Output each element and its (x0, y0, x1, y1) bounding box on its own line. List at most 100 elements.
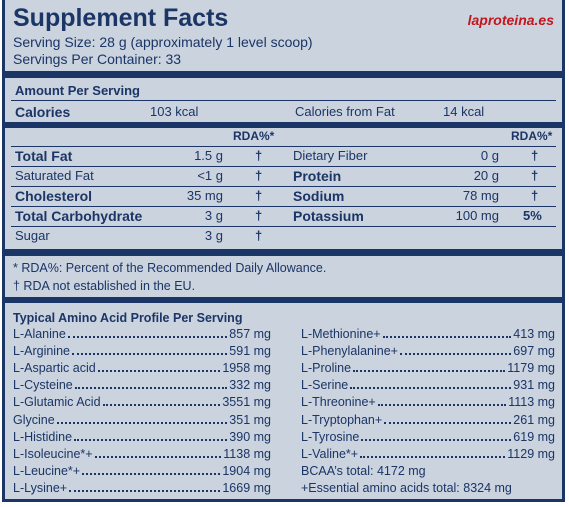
amino-row: L-Methionine+ 413 mg (301, 326, 555, 342)
nutrient-amount: 100 mg (455, 208, 499, 223)
amino-name: L-Phenylalanine+ (301, 344, 398, 359)
amino-name: L-Methionine+ (301, 327, 381, 341)
calories-fat-label: Calories from Fat (295, 104, 395, 119)
amino-value: 413 mg (513, 327, 555, 341)
calories-fat-value: 14 kcal (443, 104, 485, 119)
rule (11, 166, 556, 167)
leader (350, 377, 512, 390)
amino-row: L-Leucine*+ 1904 mg (13, 463, 271, 479)
divider (5, 249, 562, 256)
amino-row: L-Valine*+ 1129 mg (301, 446, 555, 462)
amino-name: L-Isoleucine*+ (13, 446, 93, 461)
amino-name: L-Serine (301, 378, 349, 393)
amino-value: 857 mg (229, 327, 271, 341)
amino-row: L-Lysine+ 1669 mg (13, 480, 271, 496)
amino-value: 261 mg (513, 412, 555, 427)
nutrient-rda: † (531, 188, 539, 203)
amino-value: 1129 mg (507, 446, 555, 461)
serving-size: Serving Size: 28 g (approximately 1 leve… (13, 34, 313, 50)
nutrient-amount: 3 g (204, 208, 223, 223)
divider (5, 122, 562, 128)
nutrient-label: Potassium (293, 208, 364, 224)
label: Supplement Facts laproteina.es Serving S… (2, 0, 565, 502)
nutrient-label: Total Fat (15, 148, 73, 164)
amino-row: L-Tyrosine 619 mg (301, 429, 555, 445)
amino-name: L-Histidine (13, 429, 73, 444)
amino-value: 697 mg (513, 344, 555, 359)
amino-name: L-Leucine*+ (13, 463, 81, 478)
nutrient-amount: 0 g (480, 148, 499, 163)
nutrient-rda: † (255, 188, 263, 203)
amino-row: L-Isoleucine*+ 1138 mg (13, 446, 271, 462)
amino-name: L-Lysine+ (13, 480, 68, 495)
divider (5, 297, 562, 303)
rda-header: RDA%* (511, 129, 553, 143)
leader (82, 463, 221, 475)
amino-name: L-Threonine+ (301, 395, 376, 410)
leader (382, 326, 512, 338)
rule (11, 206, 556, 207)
amino-name: L-Valine*+ (301, 446, 359, 461)
amount-header: Amount Per Serving (15, 83, 140, 98)
amino-value: 390 mg (229, 429, 271, 444)
amino-name: L-Tryptophan+ (301, 412, 383, 427)
amino-value: 1669 mg (222, 480, 271, 495)
amino-row: L-Aspartic acid 1958 mg (13, 360, 271, 376)
nutrient-amount: 78 mg (462, 188, 499, 203)
divider (5, 71, 562, 78)
nutrient-amount: <1 g (197, 168, 223, 183)
amino-value: 3551 mg (222, 395, 271, 410)
nutrient-rda: † (531, 168, 539, 183)
amino-row: L-Threonine+ 1113 mg (301, 394, 555, 410)
amino-row: L-Phenylalanine+ 697 mg (301, 343, 555, 359)
amino-row: Glycine 351 mg (13, 412, 271, 428)
amino-title: Typical Amino Acid Profile Per Serving (13, 311, 243, 325)
amino-name: L-Aspartic acid (13, 361, 96, 376)
nutrient-label: Total Carbohydrate (15, 208, 143, 224)
amino-name: L-Glutamic Acid (13, 395, 101, 410)
nutrient-rda: † (255, 228, 263, 243)
nutrient-rda: † (531, 148, 539, 163)
amino-name: L-Arginine (13, 344, 70, 359)
leader (97, 360, 221, 373)
amino-row: L-Serine 931 mg (301, 377, 555, 393)
amino-total: BCAA’s total: 4172 mg (301, 463, 426, 478)
nutrient-amount: 1.5 g (194, 148, 223, 163)
nutrient-rda: 5% (523, 208, 542, 223)
logo: laproteina.es (467, 12, 554, 28)
nutrient-label: Sugar (15, 228, 50, 243)
nutrient-amount: 3 g (204, 228, 223, 243)
amino-row: L-Alanine 857 mg (13, 326, 271, 342)
leader (360, 446, 506, 458)
rule (11, 100, 556, 101)
amino-value: 1138 mg (223, 446, 271, 461)
amino-total: +Essential amino acids total: 8324 mg (301, 480, 512, 495)
leader (69, 480, 221, 492)
nutrient-amount: 20 g (473, 168, 499, 183)
nutrient-label: Protein (293, 168, 342, 184)
calories-label: Calories (15, 104, 71, 120)
nutrient-label: Saturated Fat (15, 168, 94, 183)
amino-value: 1113 mg (508, 395, 555, 410)
amino-name: L-Cysteine (13, 378, 73, 393)
leader (353, 360, 506, 373)
amino-value: 332 mg (229, 378, 271, 393)
amino-row: L-Arginine 591 mg (13, 343, 271, 359)
amino-value: 1179 mg (507, 361, 555, 376)
amino-value: 619 mg (513, 429, 555, 444)
amino-name: L-Alanine (13, 327, 66, 341)
nutrient-label: Cholesterol (15, 188, 93, 204)
leader (361, 429, 512, 441)
nutrient-rda: † (255, 208, 263, 223)
rule (11, 146, 556, 147)
nutrient-rda: † (255, 148, 263, 163)
leader (74, 377, 228, 390)
rda-header: RDA%* (233, 129, 275, 143)
calories-value: 103 kcal (150, 104, 199, 119)
amino-row: L-Proline 1179 mg (301, 360, 555, 376)
leader (102, 394, 221, 407)
amino-name: Glycine (13, 412, 55, 427)
leader (56, 412, 228, 424)
amino-row: L-Histidine 390 mg (13, 429, 271, 445)
amino-value: 351 mg (229, 412, 271, 427)
